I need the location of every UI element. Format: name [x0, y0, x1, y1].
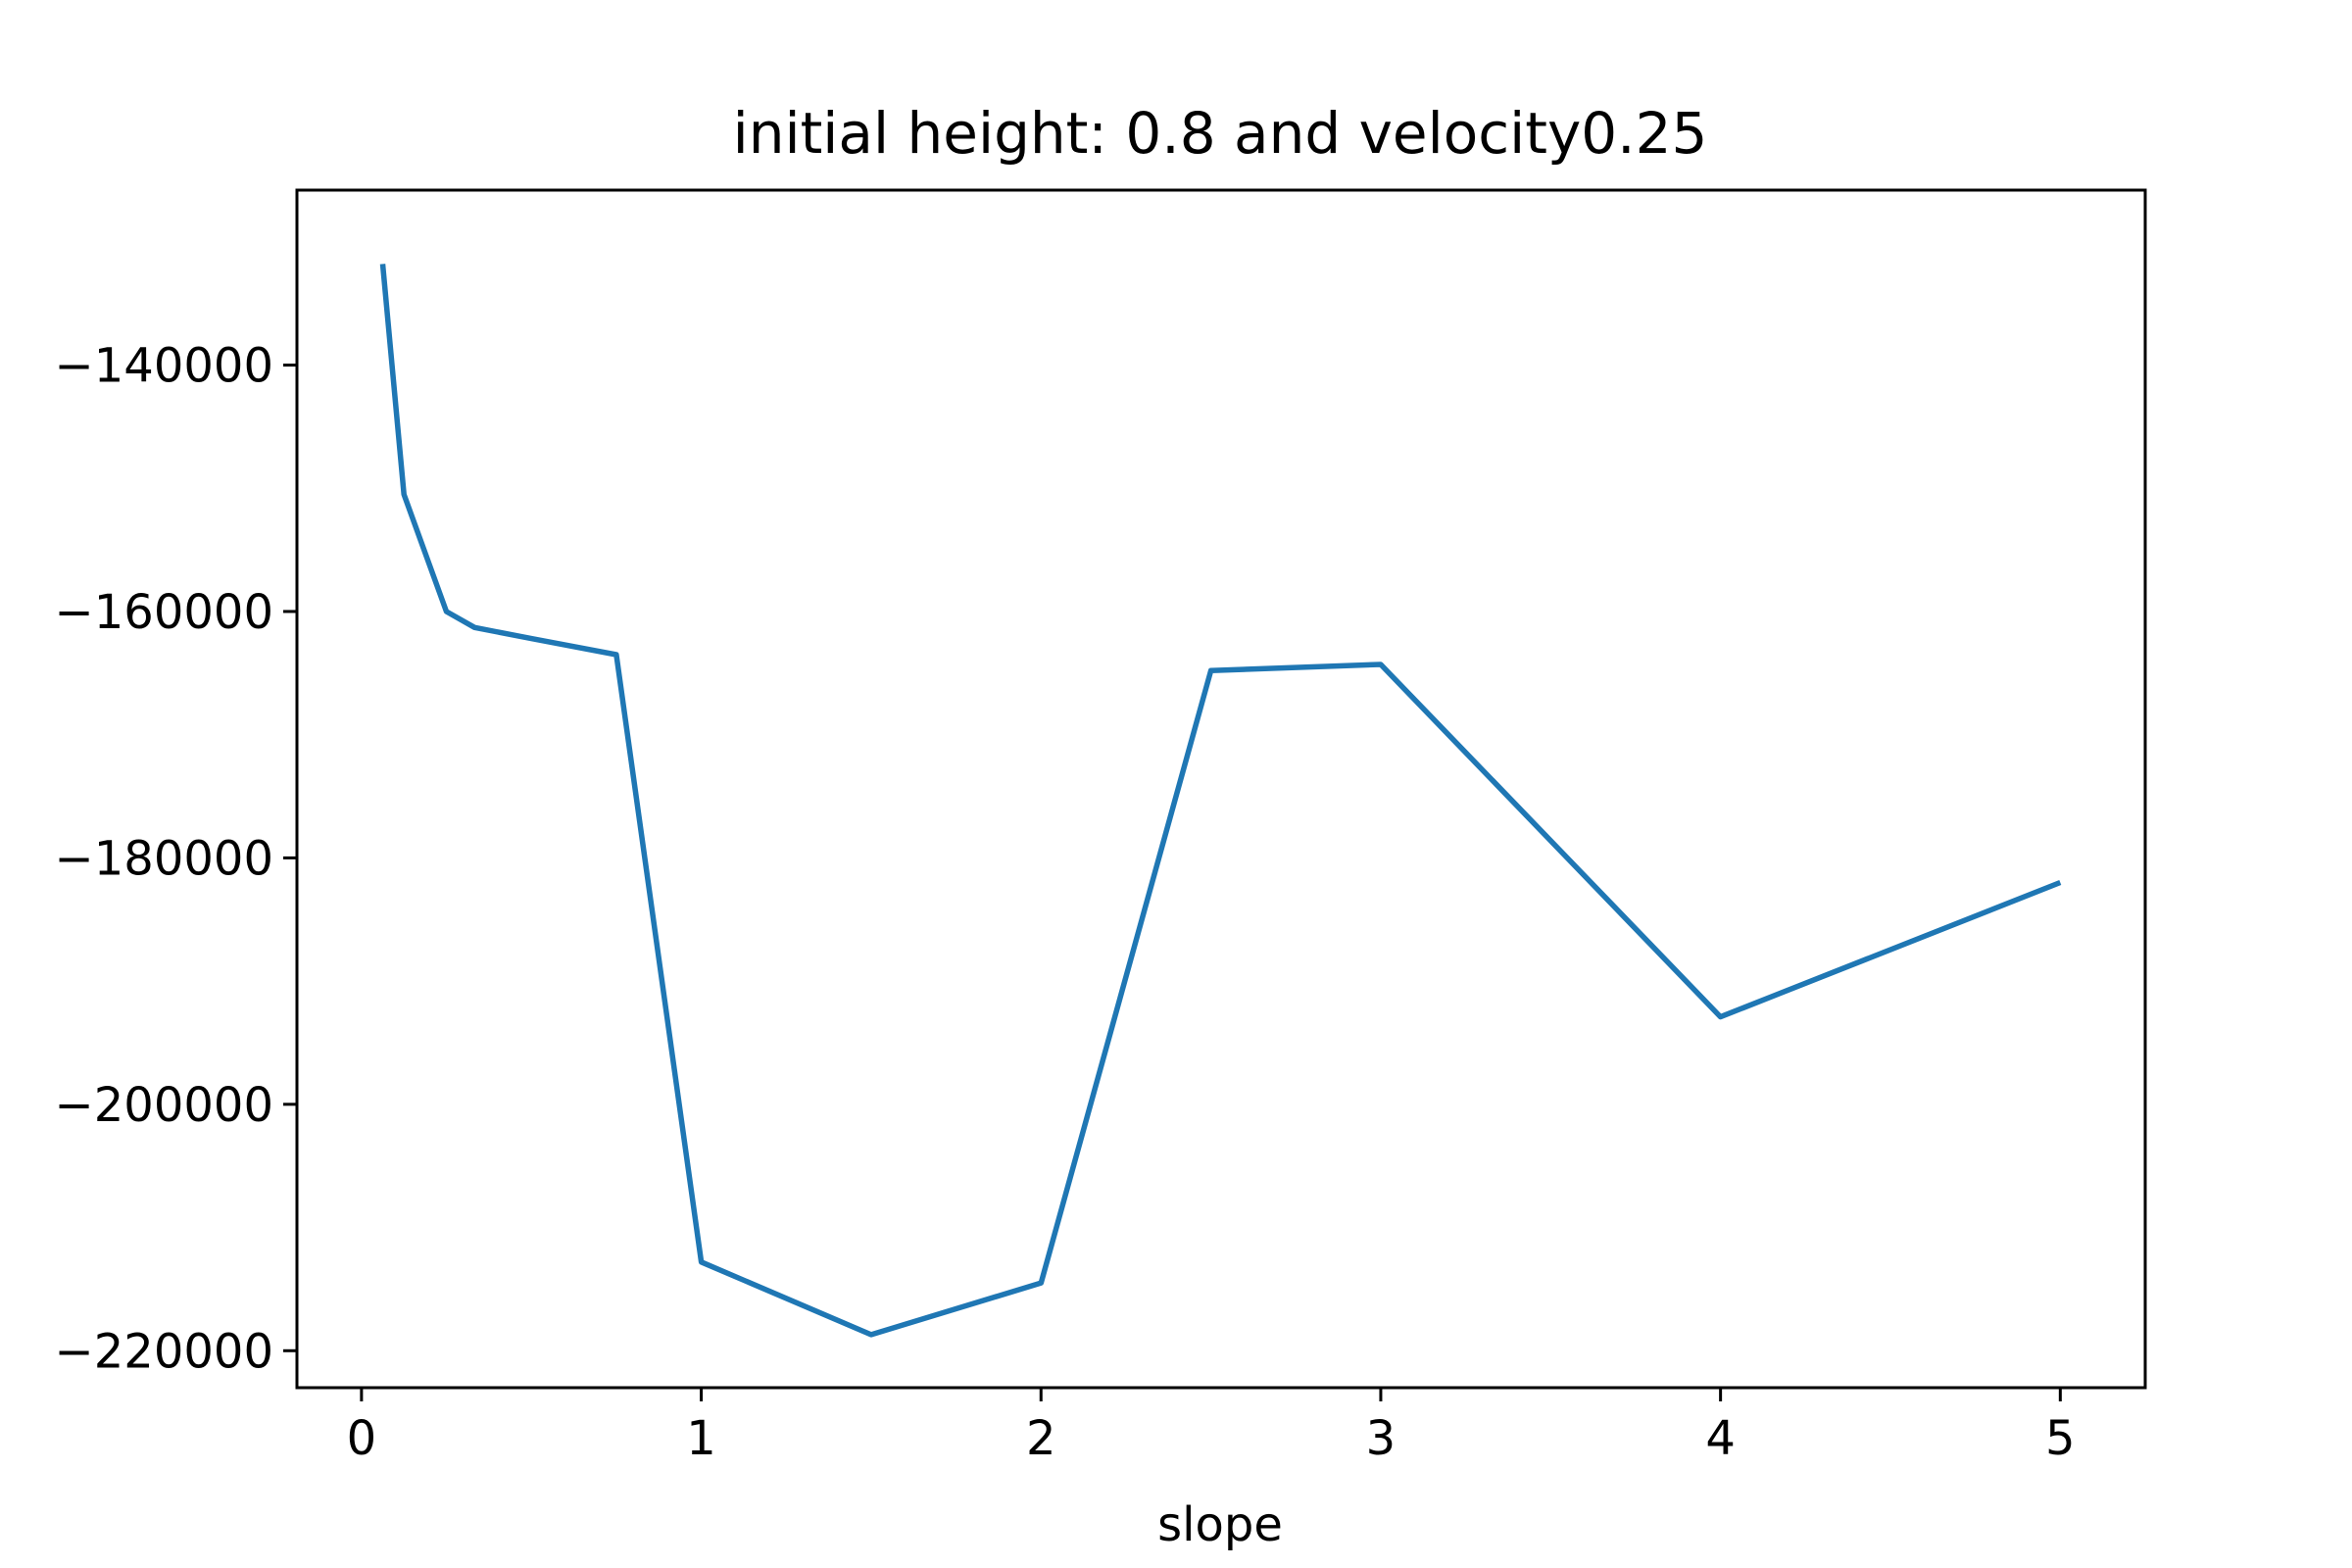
axes-frame	[295, 188, 2147, 1390]
x-tick-label: 4	[1705, 1411, 1736, 1466]
plot-area: 0 1 2 3 4 5 −140000 −160000 −180000 −200000 −22000…	[55, 188, 2147, 1466]
y-tick-label: −200000	[55, 1078, 273, 1133]
x-tick-label: 5	[2045, 1411, 2076, 1466]
x-axis-label: slope	[1157, 1497, 1283, 1552]
x-tick-label: 0	[347, 1411, 377, 1466]
y-tick-label: −140000	[55, 339, 273, 394]
y-tick-label: −160000	[55, 585, 273, 640]
x-tick-label: 2	[1026, 1411, 1056, 1466]
y-tick-label: −220000	[55, 1324, 273, 1379]
series-line-1	[379, 264, 2062, 1338]
x-tick-label: 3	[1366, 1411, 1396, 1466]
y-tick-label: −180000	[55, 831, 273, 886]
chart-title: initial height: 0.8 and velocity0.25	[733, 100, 1708, 167]
x-tick-label: 1	[686, 1411, 716, 1466]
